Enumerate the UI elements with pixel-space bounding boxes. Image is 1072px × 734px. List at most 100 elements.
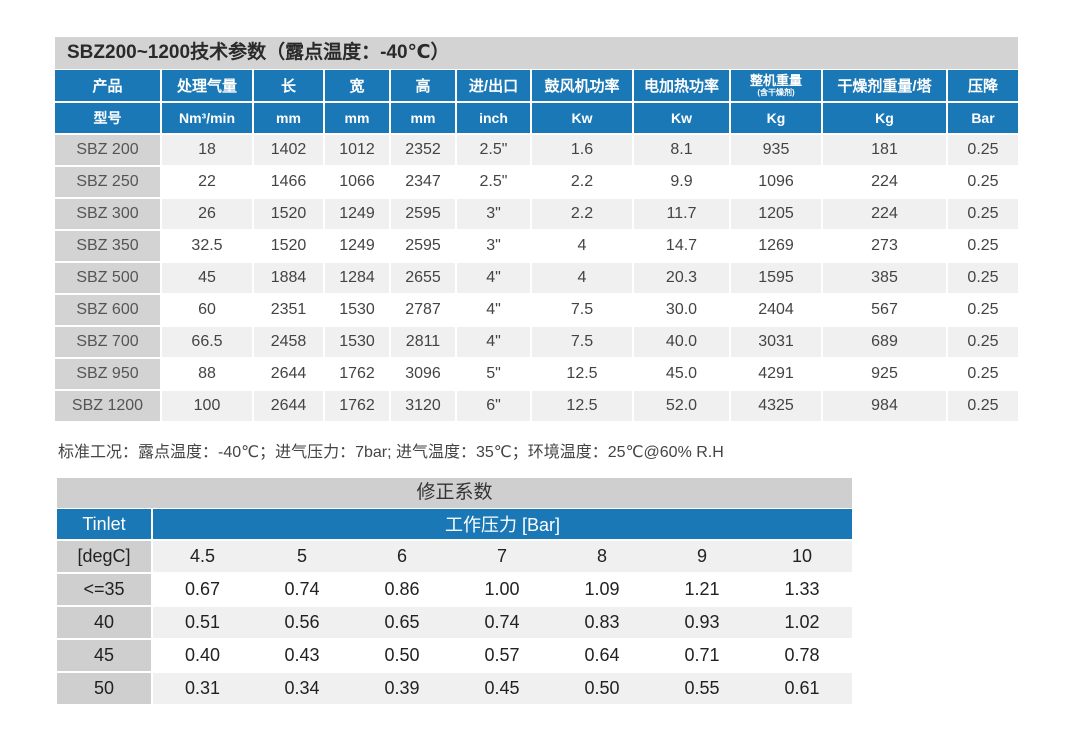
spec-value-cell: 14.7 [633, 229, 731, 262]
unit-cell: mm [390, 102, 457, 134]
model-cell: SBZ 950 [55, 357, 162, 390]
tinlet-header: Tinlet [57, 509, 153, 540]
pressure-cell: 6 [352, 539, 452, 573]
spec-value-cell: 0.25 [947, 165, 1018, 198]
standard-conditions-note: 标准工况：露点温度：-40℃；进气压力：7bar; 进气温度：35℃；环境温度：… [58, 444, 724, 461]
spec-value-cell: 567 [822, 293, 948, 326]
table-row: SBZ 1200 100 2644 1762 3120 6" 12.5 52.0 4325 984… [55, 389, 1018, 421]
inlet-temp-cell: 45 [57, 638, 153, 672]
spec-value-cell: 1205 [730, 197, 823, 230]
spec-value-cell: 4 [531, 261, 634, 294]
spec-value-cell: 385 [822, 261, 948, 294]
inlet-temp-cell: 50 [57, 671, 153, 704]
correction-factor-cell: 0.64 [552, 638, 652, 672]
spec-value-cell: 181 [822, 133, 948, 166]
table-row: SBZ 600 60 2351 1530 2787 4" 7.5 30.0 2404 567 0.2… [55, 293, 1018, 326]
spec-value-cell: 40.0 [633, 325, 731, 358]
spec-value-cell: 4 [531, 229, 634, 262]
pressure-cell: 5 [252, 539, 352, 573]
spec-value-cell: 4" [456, 261, 532, 294]
spec-value-cell: 4" [456, 293, 532, 326]
correction-factor-cell: 0.56 [252, 605, 352, 639]
spec-value-cell: 26 [161, 197, 254, 230]
spec-value-cell: 2404 [730, 293, 823, 326]
table-row: SBZ 250 22 1466 1066 2347 2.5" 2.2 9.9 1096 224 0.… [55, 165, 1018, 198]
spec-value-cell: 0.25 [947, 389, 1018, 421]
spec-value-cell: 1762 [324, 357, 391, 390]
spec-value-cell: 0.25 [947, 197, 1018, 230]
spec-value-cell: 20.3 [633, 261, 731, 294]
spec-value-cell: 1762 [324, 389, 391, 421]
table-row: 45 0.40 0.43 0.50 0.57 0.64 0.71 0.78 [57, 638, 852, 672]
model-cell: SBZ 200 [55, 133, 162, 166]
units-row: 型号 Nm³/min mm mm mm inch Kw Kw Kg Kg Bar [55, 102, 1018, 134]
correction-factor-cell: 0.93 [652, 605, 752, 639]
spec-value-cell: 2644 [253, 357, 325, 390]
spec-value-cell: 2811 [390, 325, 457, 358]
spec-value-cell: 22 [161, 165, 254, 198]
header-blower-power: 鼓风机功率 [531, 70, 634, 103]
table-row: SBZ 300 26 1520 1249 2595 3" 2.2 11.7 1205 224 0.2… [55, 197, 1018, 230]
spec-value-cell: 2351 [253, 293, 325, 326]
spec-value-cell: 30.0 [633, 293, 731, 326]
table-row: SBZ 200 18 1402 1012 2352 2.5" 1.6 8.1 935 181 0.2… [55, 133, 1018, 166]
header-height: 高 [390, 70, 457, 103]
spec-value-cell: 7.5 [531, 293, 634, 326]
spec-value-cell: 3120 [390, 389, 457, 421]
spec-value-cell: 2.5" [456, 133, 532, 166]
table-row: SBZ 700 66.5 2458 1530 2811 4" 7.5 40.0 3031 689 0… [55, 325, 1018, 358]
header-inlet-outlet: 进/出口 [456, 70, 532, 103]
spec-value-cell: 0.25 [947, 357, 1018, 390]
spec-value-cell: 1520 [253, 197, 325, 230]
header-flow: 处理气量 [161, 70, 254, 103]
table-row: SBZ 950 88 2644 1762 3096 5" 12.5 45.0 4291 925 0.… [55, 357, 1018, 390]
spec-value-cell: 2347 [390, 165, 457, 198]
spec-value-cell: 3" [456, 229, 532, 262]
unit-cell: Kg [730, 102, 823, 134]
spec-value-cell: 0.25 [947, 293, 1018, 326]
spec-value-cell: 2352 [390, 133, 457, 166]
correction-factor-cell: 0.51 [152, 605, 252, 639]
spec-value-cell: 2.2 [531, 197, 634, 230]
spec-value-cell: 100 [161, 389, 254, 421]
header-pressure-drop: 压降 [947, 70, 1018, 103]
spec-value-cell: 689 [822, 325, 948, 358]
correction-factor-cell: 1.00 [452, 572, 552, 606]
correction-factor-cell: 0.74 [452, 605, 552, 639]
spec-table-body: SBZ 200 18 1402 1012 2352 2.5" 1.6 8.1 935 181 0.2… [55, 133, 1018, 421]
inlet-temp-cell: 40 [57, 605, 153, 639]
correction-factor-cell: 0.50 [552, 671, 652, 704]
unit-cell: mm [324, 102, 391, 134]
unit-cell: mm [253, 102, 325, 134]
spec-value-cell: 60 [161, 293, 254, 326]
spec-value-cell: 1466 [253, 165, 325, 198]
header-length: 长 [253, 70, 325, 103]
unit-cell: Bar [947, 102, 1018, 134]
correction-factor-cell: 0.71 [652, 638, 752, 672]
table-row: 50 0.31 0.34 0.39 0.45 0.50 0.55 0.61 [57, 671, 852, 704]
correction-factor-cell: 0.31 [152, 671, 252, 704]
spec-value-cell: 0.25 [947, 133, 1018, 166]
correction-factor-cell: 1.21 [652, 572, 752, 606]
correction-factor-cell: 0.40 [152, 638, 252, 672]
spec-value-cell: 32.5 [161, 229, 254, 262]
correction-factor-cell: 0.43 [252, 638, 352, 672]
pressure-values-row: [degC] 4.5 5 6 7 8 9 10 [57, 539, 852, 573]
model-cell: SBZ 600 [55, 293, 162, 326]
correction-factor-cell: 0.34 [252, 671, 352, 704]
spec-value-cell: 18 [161, 133, 254, 166]
unit-cell: Kg [822, 102, 948, 134]
working-pressure-header: 工作压力 [Bar] [152, 509, 852, 540]
spec-value-cell: 5" [456, 357, 532, 390]
model-cell: SBZ 350 [55, 229, 162, 262]
spec-value-cell: 0.25 [947, 229, 1018, 262]
spec-value-cell: 1402 [253, 133, 325, 166]
spec-value-cell: 1249 [324, 229, 391, 262]
correction-factor-cell: 0.86 [352, 572, 452, 606]
spec-value-cell: 1884 [253, 261, 325, 294]
model-cell: SBZ 250 [55, 165, 162, 198]
spec-value-cell: 2.5" [456, 165, 532, 198]
spec-value-cell: 1249 [324, 197, 391, 230]
spec-value-cell: 2787 [390, 293, 457, 326]
header-desiccant-weight: 干燥剂重量/塔 [822, 70, 948, 103]
